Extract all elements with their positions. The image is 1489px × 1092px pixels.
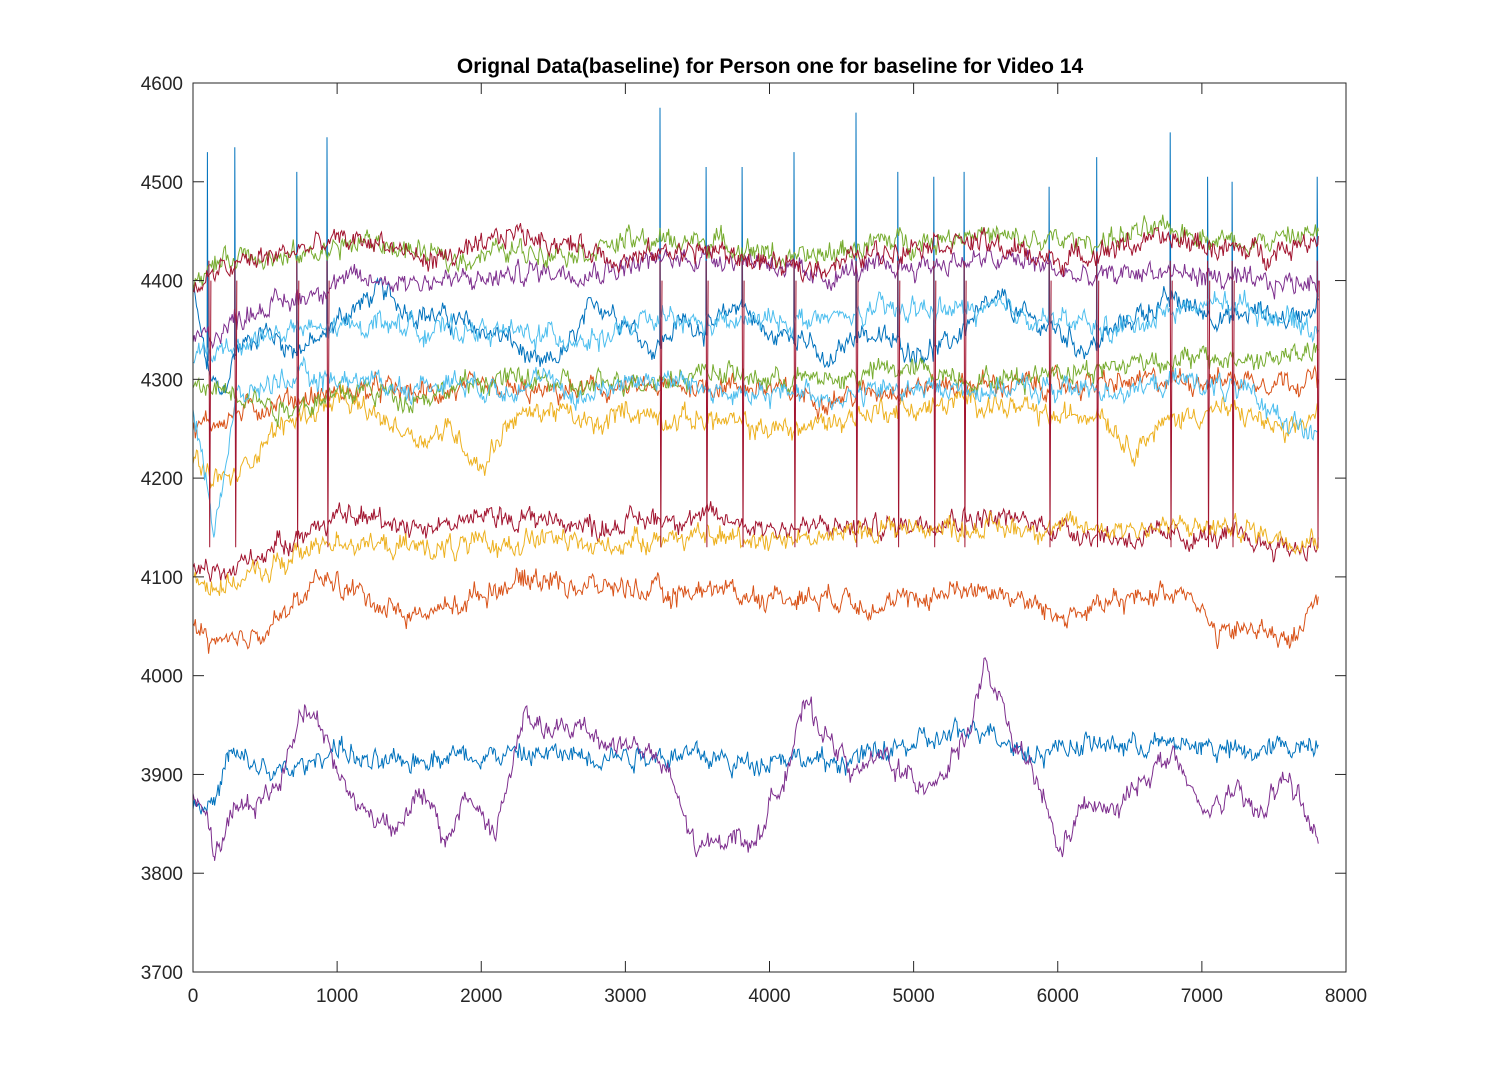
artifact-spike: [741, 260, 745, 548]
tick-layer: 0 1000 2000 3000 4000 5000 6000 7000 8000 3700 380…: [141, 74, 1367, 1007]
y-tick-label: 4400: [141, 272, 183, 293]
y-tick-label: 3800: [141, 864, 183, 885]
artifact-spike: [234, 260, 238, 548]
x-tick-label: 3000: [604, 986, 646, 1007]
y-tick-label: 3700: [141, 963, 183, 984]
series-line-7-b: [192, 223, 1319, 294]
x-tick-label: 0: [188, 986, 199, 1007]
artifact-spike: [933, 260, 937, 548]
series-line-6-b: [192, 355, 1319, 538]
plot-area: [193, 83, 1346, 972]
y-tick-label: 4500: [141, 173, 183, 194]
x-tick-label: 8000: [1325, 986, 1367, 1007]
series-line-4: [192, 244, 1319, 350]
x-tick-label: 7000: [1181, 986, 1223, 1007]
series-line-5: [192, 214, 1319, 291]
series-line-5-b: [192, 342, 1319, 427]
artifact-spike: [296, 260, 300, 548]
y-tick-label: 3900: [141, 765, 183, 786]
artifact-spike: [208, 260, 212, 548]
artifact-spike: [1231, 260, 1235, 548]
artifact-spike: [1316, 260, 1320, 548]
series-line-9: [192, 657, 1319, 861]
series-line-8: [192, 716, 1319, 815]
x-tick-label: 6000: [1037, 986, 1079, 1007]
x-tick-label: 4000: [748, 986, 790, 1007]
y-tick-label: 4000: [141, 667, 183, 688]
x-tick-label: 2000: [460, 986, 502, 1007]
x-tick-label: 5000: [892, 986, 934, 1007]
artifact-spike: [1169, 260, 1173, 548]
y-tick-label: 4100: [141, 568, 183, 589]
artifact-spike: [705, 260, 709, 548]
y-tick-label: 4300: [141, 370, 183, 391]
series-line-7: [192, 501, 1319, 582]
artifact-spike: [897, 260, 901, 548]
artifact-spike: [326, 260, 330, 548]
artifact-spike: [793, 260, 797, 548]
y-tick-label: 4600: [141, 74, 183, 95]
artifact-spike: [1207, 260, 1211, 548]
series-line-3: [192, 384, 1319, 489]
artifact-spike: [1048, 260, 1052, 548]
series-line-11: [192, 510, 1319, 596]
y-tick-label: 4200: [141, 469, 183, 490]
x-tick-label: 1000: [316, 986, 358, 1007]
artifact-spike: [1096, 260, 1100, 548]
chart-title: Orignal Data(baseline) for Person one fo…: [457, 55, 1084, 78]
series-layer: [192, 107, 1320, 861]
series-line-10: [192, 567, 1319, 654]
artifact-spike: [963, 260, 967, 548]
artifact-spike: [855, 260, 859, 548]
artifact-spike: [659, 260, 663, 548]
series-line-6: [192, 289, 1319, 364]
